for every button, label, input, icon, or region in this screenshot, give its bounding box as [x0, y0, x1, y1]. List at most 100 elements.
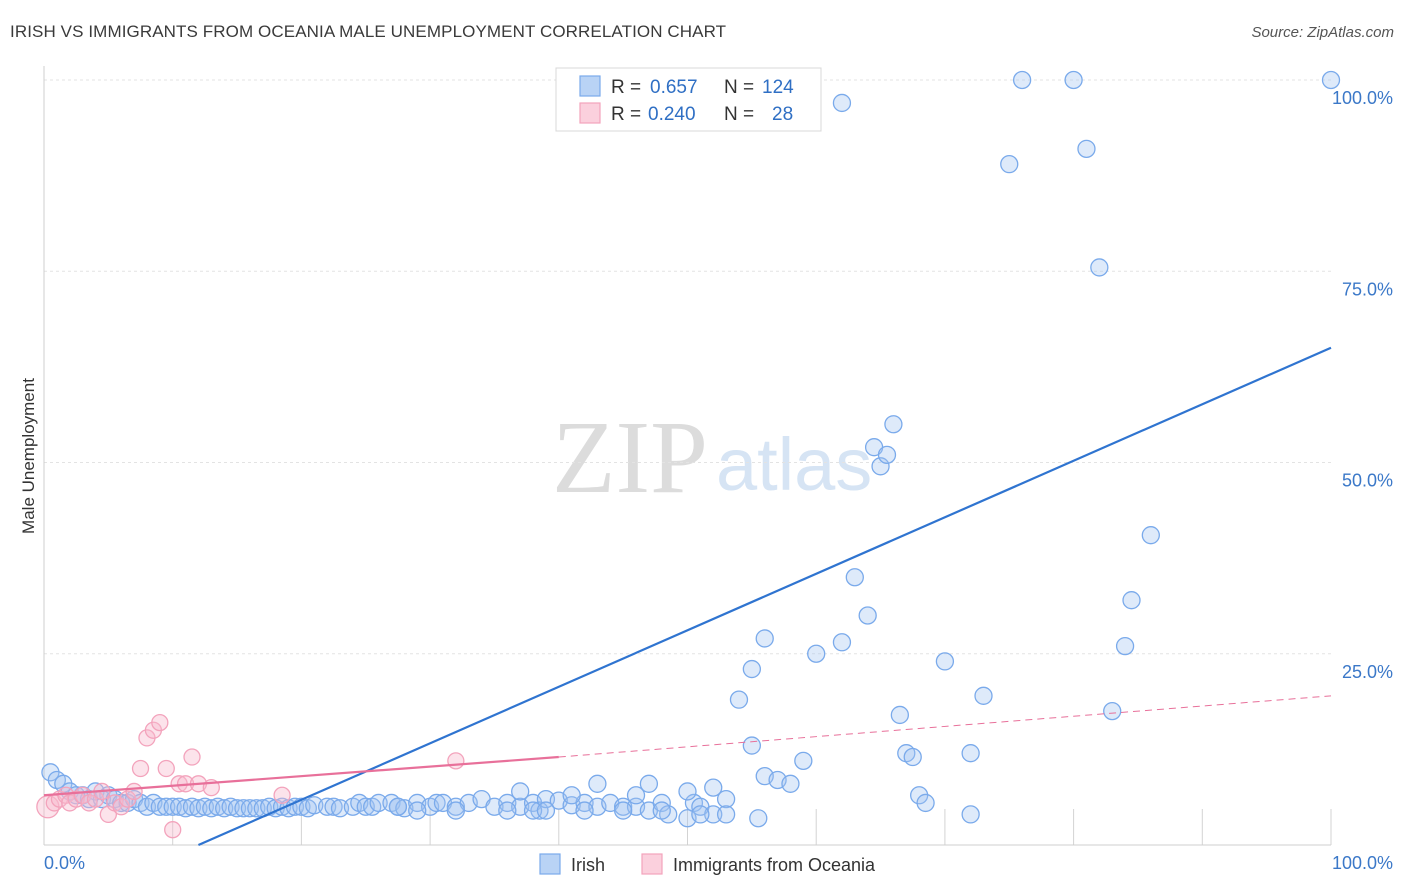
irish-point-94	[652, 801, 671, 820]
bottom-legend-irish-label: Irish	[571, 855, 605, 875]
irish-point-132	[1122, 591, 1141, 610]
irish-point-130	[1103, 701, 1122, 721]
irish-point-22	[182, 797, 202, 816]
legend-irish-r-label: R =	[611, 77, 641, 98]
irish-point-31	[240, 799, 260, 818]
x-tick-label-min: 0.0%	[44, 853, 85, 873]
chart-title: IRISH VS IMMIGRANTS FROM OCEANIA MALE UN…	[10, 22, 727, 41]
oceania-trendline-extension	[558, 695, 1332, 758]
oceania-point-23	[183, 748, 201, 766]
irish-point-29	[227, 799, 247, 818]
irish-point-123	[961, 805, 980, 824]
irish-point-107	[755, 629, 774, 648]
irish-point-18	[157, 797, 176, 816]
irish-point-121	[935, 652, 955, 671]
irish-point-79	[704, 805, 723, 824]
irish-point-98	[716, 805, 736, 824]
legend-irish-r-value: 0.657	[650, 77, 698, 98]
series-oceania-points	[36, 713, 465, 839]
irish-point-128	[1077, 139, 1096, 159]
irish-point-30	[234, 799, 253, 818]
oceania-point-27	[447, 752, 465, 770]
irish-point-25	[202, 799, 221, 818]
irish-point-23	[189, 799, 208, 818]
irish-point-131	[1115, 636, 1135, 656]
irish-point-24	[195, 797, 215, 816]
irish-point-126	[1012, 70, 1032, 90]
irish-point-89	[575, 801, 594, 820]
irish-point-111	[858, 606, 877, 625]
irish-point-127	[1064, 70, 1083, 90]
irish-point-21	[176, 799, 195, 818]
irish-point-96	[691, 805, 710, 824]
legend-box: R = 0.657 N = 124 R = 0.240 N = 28	[555, 67, 822, 132]
irish-point-125	[1000, 154, 1019, 174]
series-irish-points	[41, 70, 1341, 828]
oceania-point-15	[131, 759, 150, 778]
irish-point-95	[678, 782, 697, 801]
bottom-legend-irish-swatch	[539, 853, 561, 875]
irish-point-100	[749, 809, 768, 828]
irish-point-133	[1141, 526, 1160, 545]
irish-point-106	[729, 690, 749, 709]
irish-point-134	[1321, 70, 1341, 90]
irish-point-90	[588, 774, 607, 793]
irish-point-64	[530, 801, 549, 820]
legend-oceania-r-label: R =	[611, 104, 641, 125]
irish-point-81	[388, 797, 408, 816]
irish-point-99	[742, 736, 761, 755]
irish-point-83	[446, 801, 465, 820]
irish-point-92	[626, 786, 646, 805]
irish-point-17	[150, 797, 169, 816]
irish-point-104	[794, 751, 813, 770]
bottom-legend: Irish Immigrants from Oceania	[539, 853, 876, 875]
irish-point-86	[523, 801, 543, 820]
oceania-point-19	[157, 759, 175, 778]
y-tick-label-2: 75.0%	[1342, 279, 1393, 299]
irish-point-93	[639, 774, 659, 793]
irish-point-49	[369, 793, 388, 813]
oceania-point-18	[151, 713, 169, 732]
trendlines	[43, 346, 1332, 847]
legend-oceania-swatch	[579, 102, 601, 124]
irish-point-55	[427, 793, 446, 813]
irish-point-120	[916, 793, 935, 813]
irish-point-85	[511, 782, 530, 801]
irish-point-109	[832, 633, 852, 652]
irish-point-105	[807, 644, 826, 663]
chart-source: Source: ZipAtlas.com	[1251, 24, 1394, 41]
watermark-atlas: atlas	[716, 423, 872, 506]
irish-point-27	[215, 799, 234, 818]
oceania-point-20	[164, 821, 182, 839]
oceania-trendline	[43, 755, 559, 797]
legend-oceania-n-value: 28	[772, 104, 793, 125]
irish-point-116	[890, 705, 910, 725]
irish-point-110	[845, 568, 864, 587]
oceania-point-14	[125, 782, 143, 801]
y-tick-labels: 25.0% 50.0% 75.0% 100.0%	[1332, 88, 1393, 682]
irish-point-84	[498, 801, 517, 820]
irish-point-129	[1090, 258, 1109, 277]
irish-point-91	[614, 801, 633, 820]
irish-point-124	[974, 686, 993, 705]
irish-point-108	[742, 659, 761, 679]
y-tick-label-3: 100.0%	[1332, 88, 1393, 108]
y-axis-title: Male Unemployment	[19, 378, 38, 534]
y-tick-label-1: 50.0%	[1342, 471, 1393, 491]
legend-oceania-r-value: 0.240	[648, 104, 696, 125]
y-tick-label-0: 25.0%	[1342, 662, 1393, 682]
irish-point-20	[169, 797, 189, 816]
watermark-zip: ZIP	[552, 400, 708, 515]
irish-point-103	[781, 774, 800, 793]
grid-lines	[44, 79, 1331, 655]
irish-point-97	[704, 778, 723, 797]
irish-point-43	[324, 797, 343, 816]
irish-point-115	[884, 415, 903, 434]
legend-irish-n-label: N =	[724, 77, 754, 98]
irish-point-118	[903, 747, 922, 767]
irish-point-113	[871, 457, 890, 476]
irish-point-135	[832, 93, 852, 113]
x-tick-label-max: 100.0%	[1332, 853, 1393, 873]
irish-point-74	[652, 793, 671, 813]
